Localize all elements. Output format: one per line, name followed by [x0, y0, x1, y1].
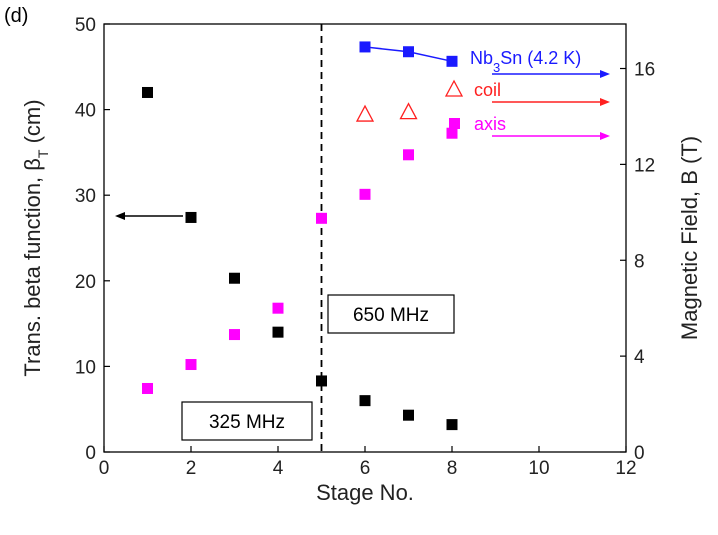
- y-tick-label: 40: [75, 101, 96, 122]
- y-axis-title-main: Trans. beta function, β: [20, 158, 45, 377]
- legend-nb3sn-arrowhead: [600, 70, 610, 78]
- y2-tick-label: 16: [634, 60, 655, 81]
- plot-frame: [103, 23, 627, 453]
- x-tick-label: 12: [615, 458, 636, 479]
- axis-point: [229, 329, 240, 341]
- axis-point: [272, 302, 284, 314]
- nb3sn-point: [359, 41, 371, 53]
- axis-point: [403, 149, 414, 161]
- axis-point: [446, 127, 458, 139]
- y-axis-title: Trans. beta function, βT (cm): [20, 99, 51, 376]
- legend-nb3sn-rest: Sn (4.2 K): [500, 48, 581, 68]
- legend-nb3sn-sub: 3: [493, 60, 500, 75]
- y-axis-right: 0 4 8 12 16: [620, 60, 655, 464]
- legend-coil: coil: [474, 80, 501, 100]
- box-325: 325 MHz: [181, 401, 313, 441]
- y-axis-left: 0 10 20 30 40 50: [75, 15, 110, 464]
- box-325-label: 325 MHz: [209, 412, 285, 433]
- x-axis-title: Stage No.: [316, 480, 414, 505]
- beta-point: [446, 419, 458, 431]
- axis-point: [359, 188, 371, 200]
- x-tick-label: 6: [360, 458, 371, 479]
- box-325-frame: [181, 401, 313, 441]
- y-tick-label: 20: [75, 272, 96, 293]
- legend-nb3sn-main: Nb: [470, 48, 493, 68]
- x-axis: 0 2 4 6 8 10 12: [99, 446, 637, 479]
- axis-point: [142, 382, 153, 394]
- chart-marks: [142, 41, 458, 431]
- left-axis-arrowhead: [115, 212, 125, 220]
- axis-point: [185, 359, 197, 371]
- x-tick-label: 8: [447, 458, 458, 479]
- legend-axis-arrowhead: [600, 132, 610, 140]
- legend: Nb3Sn (4.2 K) coil axis: [444, 48, 610, 140]
- beta-point: [272, 326, 284, 338]
- legend-axis-marker: [449, 118, 460, 129]
- y-tick-label: 0: [85, 443, 96, 464]
- y2-tick-label: 0: [634, 443, 645, 464]
- beta-point: [185, 211, 197, 223]
- nb3sn-point: [403, 46, 414, 58]
- x-tick-label: 2: [186, 458, 197, 479]
- legend-axis: axis: [474, 114, 506, 134]
- beta-point: [403, 409, 414, 421]
- beta-point: [142, 86, 153, 98]
- y2-tick-label: 8: [634, 251, 645, 272]
- box-650-frame: [327, 294, 455, 334]
- box-650: 650 MHz: [327, 294, 455, 334]
- nb3sn-point: [446, 55, 458, 67]
- beta-point: [229, 272, 240, 284]
- beta-point: [316, 375, 327, 387]
- left-axis-arrow: [115, 212, 183, 220]
- beta-point: [359, 395, 371, 407]
- legend-nb3sn: Nb3Sn (4.2 K): [470, 48, 581, 75]
- y-axis-title-sub: T: [35, 149, 51, 158]
- box-650-label: 650 MHz: [353, 305, 429, 326]
- legend-coil-arrowhead: [600, 98, 610, 106]
- x-tick-label: 10: [528, 458, 549, 479]
- axis-point: [316, 212, 327, 224]
- y2-axis-title: Magnetic Field, B (T): [677, 136, 702, 340]
- y-tick-label: 50: [75, 15, 96, 36]
- y-tick-label: 30: [75, 186, 96, 207]
- plot-area-border: [103, 23, 627, 453]
- x-tick-label: 0: [99, 458, 110, 479]
- y2-tick-label: 12: [634, 155, 655, 176]
- y-axis-title-unit: (cm): [20, 99, 45, 149]
- legend-coil-marker: [444, 79, 464, 97]
- panel-label: (d): [4, 5, 28, 27]
- coil-point: [355, 104, 375, 122]
- coil-point: [399, 102, 418, 120]
- y2-tick-label: 4: [634, 347, 645, 368]
- y-tick-label: 10: [75, 357, 96, 378]
- x-tick-label: 4: [273, 458, 284, 479]
